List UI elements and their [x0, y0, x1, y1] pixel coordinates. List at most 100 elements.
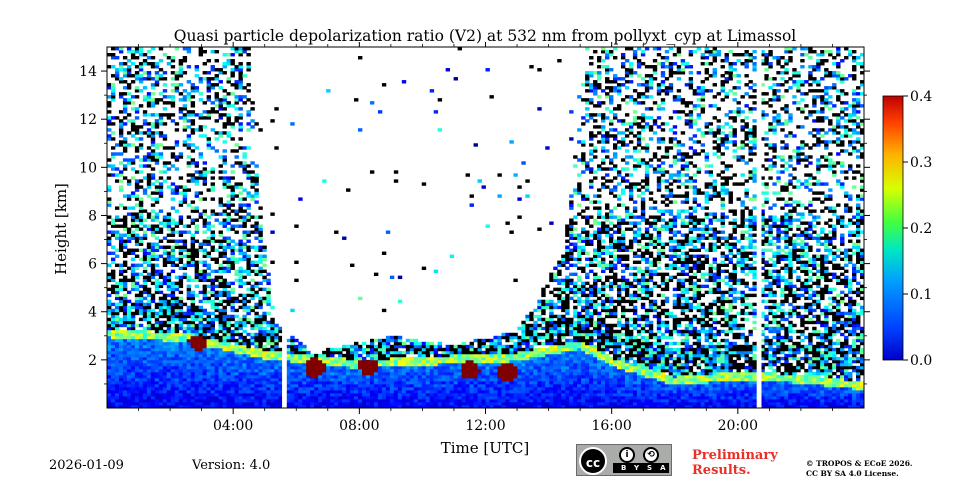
- heatmap-cell: [174, 365, 180, 370]
- heatmap-cell: [162, 146, 168, 150]
- heatmap-cell: [485, 362, 490, 367]
- heatmap-cell: [222, 314, 227, 319]
- heatmap-cell: [529, 344, 534, 349]
- heatmap-cell: [178, 239, 184, 243]
- heatmap-cell: [577, 212, 582, 216]
- heatmap-cell: [110, 353, 116, 358]
- heatmap-cell: [521, 395, 526, 400]
- heatmap-cell: [417, 365, 423, 370]
- heatmap-cell: [242, 341, 247, 346]
- heatmap-cell: [369, 353, 375, 358]
- heatmap-cell: [170, 251, 176, 255]
- heatmap-cell: [194, 392, 200, 397]
- heatmap-cell: [234, 230, 239, 234]
- heatmap-cell: [107, 347, 112, 352]
- heatmap-cell: [425, 350, 431, 355]
- heatmap-cell: [266, 341, 271, 346]
- heatmap-cell: [122, 245, 128, 249]
- heatmap-cell: [250, 338, 255, 343]
- heatmap-cell: [158, 245, 164, 249]
- heatmap-cell: [118, 92, 124, 96]
- heatmap-cell: [258, 401, 263, 406]
- heatmap-cell: [457, 368, 462, 373]
- heatmap-cell: [118, 134, 124, 138]
- heatmap-cell: [194, 293, 200, 298]
- heatmap-cell: [302, 392, 307, 397]
- heatmap-cell: [358, 404, 363, 408]
- heatmap-cell: [138, 335, 144, 340]
- heatmap-cell: [234, 65, 239, 69]
- heatmap-cell: [107, 299, 112, 304]
- heatmap-cell: [198, 272, 204, 277]
- heatmap-cell: [274, 380, 279, 385]
- heatmap-cell: [154, 404, 160, 408]
- heatmap-cell: [509, 230, 514, 234]
- heatmap-cell: [146, 182, 152, 186]
- heatmap-cell: [334, 380, 339, 385]
- heatmap-cell: [270, 389, 275, 394]
- heatmap-cell: [306, 353, 311, 358]
- heatmap-cell: [166, 311, 172, 316]
- heatmap-cell: [130, 176, 136, 180]
- heatmap-cell: [278, 395, 283, 400]
- heatmap-cell: [246, 176, 251, 180]
- heatmap-cell: [469, 362, 474, 367]
- heatmap-cell: [118, 248, 124, 252]
- heatmap-cell: [222, 53, 227, 57]
- heatmap-cell: [222, 344, 227, 349]
- heatmap-cell: [182, 347, 188, 352]
- heatmap-cell: [517, 371, 522, 376]
- heatmap-cell: [278, 377, 283, 382]
- heatmap-cell: [146, 113, 152, 117]
- heatmap-cell: [142, 308, 148, 313]
- heatmap-cell: [485, 398, 490, 403]
- heatmap-cell: [134, 374, 140, 379]
- heatmap-cell: [154, 80, 160, 84]
- heatmap-cell: [449, 254, 455, 258]
- heatmap-cell: [230, 368, 235, 373]
- heatmap-cell: [150, 227, 156, 231]
- heatmap-cell: [409, 347, 415, 352]
- heatmap-cell: [138, 356, 144, 361]
- heatmap-cell: [445, 347, 451, 352]
- heatmap-cell: [150, 218, 156, 222]
- heatmap-cell: [178, 317, 184, 322]
- heatmap-cell: [110, 401, 116, 406]
- heatmap-cell: [146, 302, 152, 307]
- heatmap-cell: [393, 404, 399, 408]
- heatmap-cell: [581, 251, 586, 255]
- heatmap-cell: [453, 404, 459, 408]
- heatmap-cell: [194, 314, 200, 319]
- heatmap-cell: [130, 248, 136, 252]
- heatmap-cell: [174, 155, 180, 159]
- heatmap-cell: [146, 176, 152, 180]
- heatmap-cell: [350, 404, 355, 408]
- heatmap-cell: [294, 278, 299, 283]
- heatmap-cell: [138, 401, 144, 406]
- heatmap-cell: [234, 47, 239, 51]
- heatmap-cell: [569, 395, 574, 400]
- heatmap-cell: [146, 362, 152, 367]
- heatmap-cell: [358, 401, 363, 406]
- heatmap-cell: [174, 389, 180, 394]
- heatmap-cell: [541, 386, 546, 391]
- heatmap-cell: [210, 101, 215, 105]
- heatmap-cell: [266, 398, 271, 403]
- heatmap-cell: [425, 377, 431, 382]
- heatmap-cell: [242, 293, 247, 298]
- heatmap-cell: [198, 389, 204, 394]
- heatmap-cell: [306, 404, 311, 408]
- heatmap-cell: [218, 368, 223, 373]
- heatmap-cell: [553, 353, 558, 358]
- heatmap-cell: [242, 299, 247, 304]
- heatmap-cell: [206, 350, 211, 355]
- heatmap-cell: [162, 299, 168, 304]
- heatmap-cell: [190, 305, 196, 310]
- heatmap-cell: [577, 185, 582, 189]
- heatmap-cell: [266, 401, 271, 406]
- heatmap-cell: [150, 197, 156, 201]
- heatmap-cell: [262, 344, 267, 349]
- heatmap-cell: [314, 353, 319, 358]
- heatmap-cell: [354, 398, 359, 403]
- heatmap-cell: [445, 344, 451, 349]
